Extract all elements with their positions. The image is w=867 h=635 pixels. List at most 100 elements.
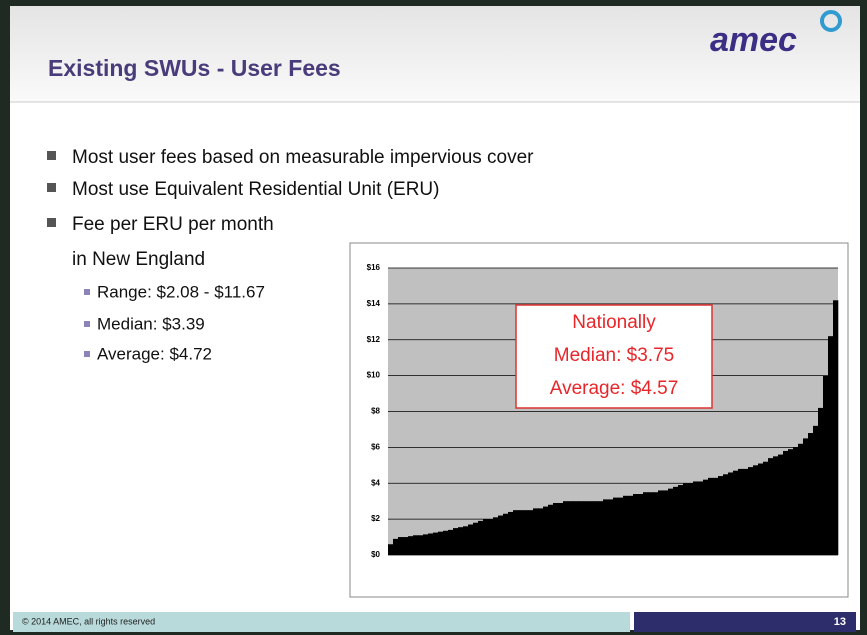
bullet-continued: in New England: [72, 249, 205, 270]
bar: [768, 458, 774, 555]
bar: [663, 490, 669, 555]
copyright: © 2014 AMEC, all rights reserved: [22, 616, 155, 626]
bar: [408, 536, 414, 555]
bar: [628, 495, 634, 555]
bar: [428, 533, 434, 555]
y-tick-label: $4: [371, 478, 380, 487]
y-tick-label: $16: [367, 263, 381, 272]
bar: [648, 492, 654, 555]
bar: [803, 438, 809, 555]
bar: [578, 501, 584, 555]
bar: [488, 519, 494, 555]
bullet: Fee per ERU per month: [72, 214, 274, 235]
bar: [653, 492, 659, 555]
annotation-text: Average: $4.57: [550, 378, 679, 399]
bar: [503, 513, 509, 555]
bar: [388, 544, 394, 555]
bar: [693, 481, 699, 555]
bar: [603, 499, 609, 555]
y-tick-label: $0: [371, 550, 380, 559]
bar: [703, 479, 709, 555]
y-tick-label: $6: [371, 442, 380, 451]
bar: [623, 495, 629, 555]
bar: [478, 520, 484, 555]
bar: [638, 494, 644, 555]
bar: [608, 499, 614, 555]
logo: amec: [710, 21, 797, 59]
bar: [613, 497, 619, 555]
bar: [728, 472, 734, 555]
bullet: Most use Equivalent Residential Unit (ER…: [72, 179, 440, 200]
sub-bullet: Median: $3.39: [97, 314, 205, 333]
bar: [583, 501, 589, 555]
bar: [708, 477, 714, 555]
header-bg: [10, 6, 860, 102]
y-tick-label: $14: [367, 299, 381, 308]
y-tick-label: $8: [371, 407, 380, 416]
bar: [418, 535, 424, 555]
bar: [718, 476, 724, 555]
bar: [593, 501, 599, 555]
bar: [573, 501, 579, 555]
title: Existing SWUs - User Fees: [48, 55, 341, 81]
bar: [568, 501, 574, 555]
bar: [473, 522, 479, 555]
annotation-text: Nationally: [572, 312, 656, 333]
bar: [633, 494, 639, 555]
page-number: 13: [834, 616, 846, 628]
bar: [523, 510, 529, 555]
bar: [713, 477, 719, 555]
bar: [808, 433, 814, 555]
bar: [738, 468, 744, 555]
annotation-box: [515, 304, 713, 409]
y-tick-label: $2: [371, 514, 380, 523]
sub-bullet: Range: $2.08 - $11.67: [97, 282, 265, 301]
footer-right: [634, 612, 856, 632]
bar: [433, 532, 439, 555]
bar: [403, 537, 409, 555]
bar: [823, 375, 829, 555]
bar: [753, 465, 759, 555]
bar: [413, 535, 419, 555]
bar: [483, 519, 489, 555]
bar: [448, 529, 454, 555]
bar: [643, 492, 649, 555]
bar: [528, 510, 534, 555]
bar: [773, 456, 779, 555]
bar: [618, 497, 624, 555]
logo-mark: [820, 10, 842, 32]
bar: [468, 524, 474, 555]
bar: [518, 510, 524, 555]
bar: [668, 488, 674, 555]
bar: [563, 501, 569, 555]
bullet: Most user fees based on measurable imper…: [72, 147, 534, 168]
bar: [588, 501, 594, 555]
sub-bullet: Average: $4.72: [97, 344, 212, 363]
bar: [743, 468, 749, 555]
bar: [778, 454, 784, 555]
footer-left: [13, 612, 630, 632]
bar: [463, 526, 469, 555]
bar: [798, 443, 804, 555]
bar: [398, 537, 404, 555]
bar: [758, 463, 764, 555]
bar: [538, 508, 544, 555]
bar: [698, 481, 704, 555]
bar: [423, 534, 429, 555]
bar: [818, 407, 824, 555]
bar: [548, 504, 554, 555]
bar: [813, 425, 819, 555]
bar: [543, 506, 549, 555]
y-tick-label: $12: [367, 335, 381, 344]
bar: [508, 511, 514, 555]
bar: [553, 502, 559, 555]
bar: [493, 517, 499, 555]
bar: [683, 483, 689, 555]
bar: [688, 483, 694, 555]
bar: [678, 485, 684, 555]
y-tick-label: $10: [367, 371, 381, 380]
bar: [393, 538, 399, 555]
bar: [458, 527, 464, 555]
